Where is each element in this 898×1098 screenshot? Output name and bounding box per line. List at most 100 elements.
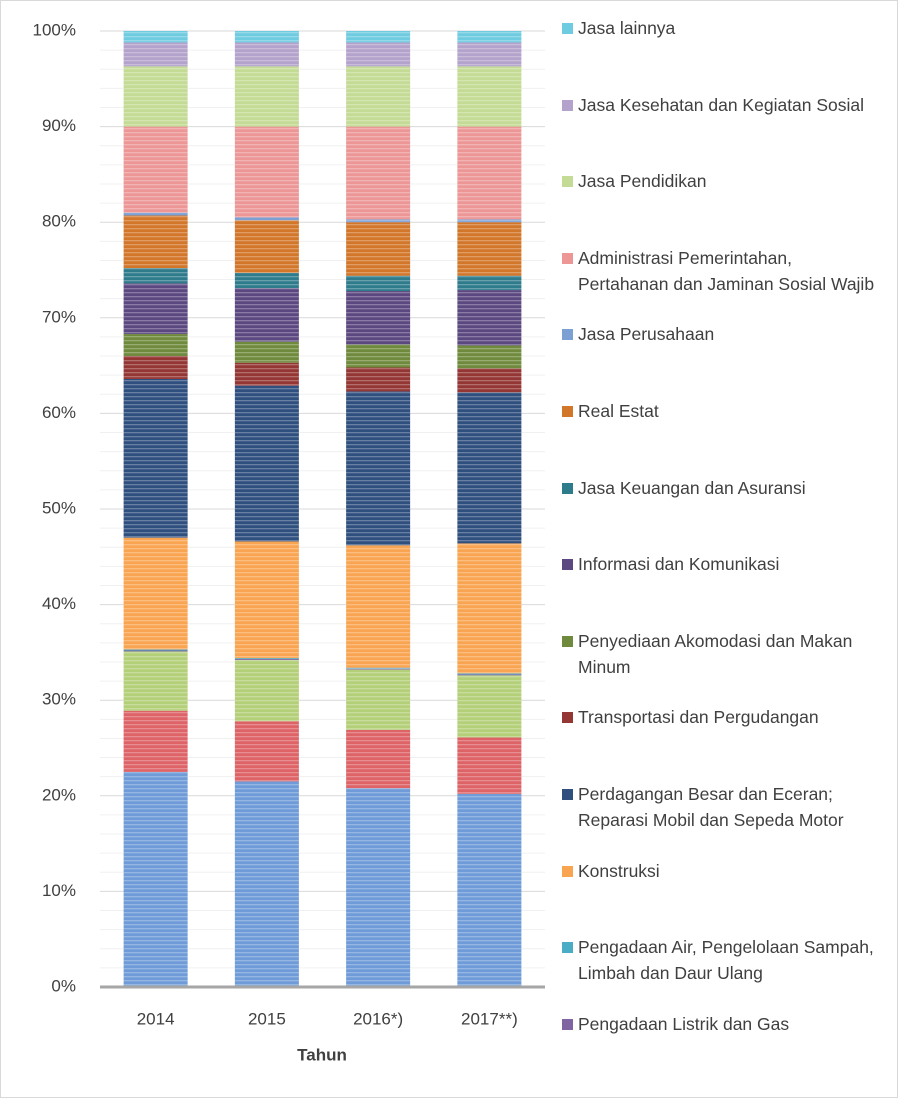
x-tick-label: 2015 [248, 1009, 286, 1028]
y-tick-label: 30% [42, 690, 76, 709]
bar-segment [346, 667, 411, 669]
bar-segment [346, 222, 411, 276]
legend-label: Transportasi dan Pergudangan [578, 707, 819, 728]
bar-segment [234, 659, 299, 661]
bar-segment [457, 392, 522, 544]
legend-swatch [562, 99, 573, 111]
legend-item: Jasa Pendidikan [562, 168, 882, 194]
legend-item: Jasa Perusahaan [562, 321, 882, 347]
y-tick-label: 50% [42, 498, 76, 517]
bar-segment [457, 674, 522, 676]
legend-label: Jasa Pendidikan [578, 171, 707, 192]
legend-item: Jasa lainnya [562, 15, 882, 41]
bar-segment [123, 215, 188, 269]
bar-segment [346, 291, 411, 345]
x-tick-label: 2017**) [461, 1009, 518, 1028]
y-tick-label: 40% [42, 594, 76, 613]
bar-segment [346, 66, 411, 127]
legend-swatch [562, 942, 573, 954]
bar-segment [123, 771, 188, 987]
bar-segment [234, 781, 299, 987]
legend-item: Konstruksi [562, 858, 882, 884]
legend-label: Informasi dan Komunikasi [578, 554, 780, 575]
y-tick-label: 20% [42, 785, 76, 804]
legend-swatch [562, 712, 573, 724]
bar-segment [457, 31, 522, 43]
legend-label: Perdagangan Besar dan Eceran; Reparasi M… [578, 784, 844, 830]
legend-label: Real Estat [578, 401, 659, 421]
bar-segment [234, 66, 299, 127]
bar-segment [234, 658, 299, 660]
legend-item: Pengadaan Listrik dan Gas [562, 1011, 882, 1037]
bar-segment [123, 283, 188, 335]
bar-segment [123, 537, 188, 650]
legend-item: Real Estat [562, 398, 882, 424]
legend-item: Perdagangan Besar dan Eceran; Reparasi M… [562, 781, 882, 833]
bar-segment [457, 345, 522, 369]
bar-segment [234, 385, 299, 542]
legend-swatch [562, 176, 573, 188]
bar-segment [346, 788, 411, 987]
legend-label: Jasa Keuangan dan Asuransi [578, 477, 806, 498]
x-tick-label: 2014 [137, 1009, 175, 1028]
legend-swatch [562, 635, 573, 647]
bar-segment [234, 217, 299, 221]
bar-segment [346, 344, 411, 368]
bar-segment [234, 541, 299, 659]
bar-segment [346, 275, 411, 292]
bar-segment [123, 649, 188, 651]
legend-item: Administrasi Pemerintahan, Pertahanan da… [562, 245, 882, 297]
bar-segment [123, 31, 188, 43]
y-tick-label: 10% [42, 881, 76, 900]
y-tick-label: 70% [42, 307, 76, 326]
y-tick-label: 90% [42, 116, 76, 135]
y-tick-label: 100% [33, 20, 76, 39]
bar-segment [234, 220, 299, 273]
bar-segment [457, 290, 522, 346]
legend-swatch [562, 406, 573, 417]
bar-segment [234, 660, 299, 722]
legend-label: Konstruksi [578, 860, 660, 881]
bar-segment [346, 367, 411, 392]
legend-label: Administrasi Pemerintahan, Pertahanan da… [578, 247, 875, 294]
bar-segment [234, 362, 299, 386]
bar-segment [346, 42, 411, 67]
legend-item: Jasa Kesehatan dan Kegiatan Sosial [562, 92, 882, 118]
legend-label: Pengadaan Listrik dan Gas [578, 1013, 790, 1034]
bar-segment [457, 543, 522, 674]
legend-swatch [562, 23, 573, 34]
bar-segment [234, 126, 299, 218]
legend-label: Pengadaan Air, Pengelolaan Sampah, Limba… [578, 937, 874, 984]
legend-item: Jasa Keuangan dan Asuransi [562, 475, 882, 501]
y-tick-label: 0% [51, 976, 76, 995]
x-tick-label: 2016*) [353, 1009, 403, 1028]
bar-segment [457, 222, 522, 276]
bar-segment [123, 334, 188, 357]
legend-label: Jasa lainnya [578, 18, 676, 38]
bar-segment [346, 219, 411, 223]
legend-label: Jasa Kesehatan dan Kegiatan Sosial [578, 94, 865, 115]
legend-item: Pengadaan Air, Pengelolaan Sampah, Limba… [562, 934, 882, 986]
bar-segment [123, 42, 188, 67]
bar-segment [123, 126, 188, 213]
legend-swatch [562, 252, 573, 264]
bar-segment [234, 341, 299, 363]
legend-swatch [562, 559, 573, 571]
bar-segment [123, 212, 188, 216]
bar-segment [457, 219, 522, 223]
legend-swatch [562, 865, 573, 877]
y-tick-label: 80% [42, 212, 76, 231]
bar-segment [234, 31, 299, 43]
bar-segment [346, 391, 411, 546]
bar-segment [457, 675, 522, 738]
bar-segment [123, 268, 188, 284]
bar-segment [123, 66, 188, 127]
bar-segment [123, 651, 188, 711]
bar-segment [346, 545, 411, 668]
bar-segment [457, 793, 522, 987]
legend-item: Transportasi dan Pergudangan [562, 704, 882, 730]
bar-segment [123, 378, 188, 538]
y-tick-label: 60% [42, 403, 76, 422]
bar-segment [234, 721, 299, 782]
